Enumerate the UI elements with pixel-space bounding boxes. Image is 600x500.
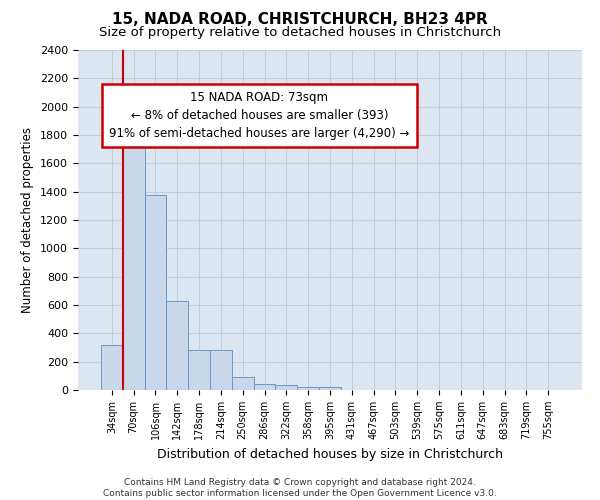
Bar (101, 346, 123, 390)
Bar (145, 194, 166, 390)
Bar (166, 300, 188, 390)
Bar (275, 385, 297, 390)
Bar (123, 114, 145, 390)
X-axis label: Distribution of detached houses by size in Christchurch: Distribution of detached houses by size … (157, 448, 503, 460)
Text: 15 NADA ROAD: 73sqm
← 8% of detached houses are smaller (393)
91% of semi-detach: 15 NADA ROAD: 73sqm ← 8% of detached hou… (109, 91, 410, 140)
Bar (210, 350, 232, 390)
Bar (188, 350, 210, 390)
Y-axis label: Number of detached properties: Number of detached properties (22, 127, 34, 313)
Bar (254, 384, 275, 390)
Text: Size of property relative to detached houses in Christchurch: Size of property relative to detached ho… (99, 26, 501, 39)
Text: Contains HM Land Registry data © Crown copyright and database right 2024.
Contai: Contains HM Land Registry data © Crown c… (103, 478, 497, 498)
Bar (319, 387, 341, 390)
Bar (297, 387, 319, 390)
Text: 15, NADA ROAD, CHRISTCHURCH, BH23 4PR: 15, NADA ROAD, CHRISTCHURCH, BH23 4PR (112, 12, 488, 28)
Bar (232, 378, 254, 390)
